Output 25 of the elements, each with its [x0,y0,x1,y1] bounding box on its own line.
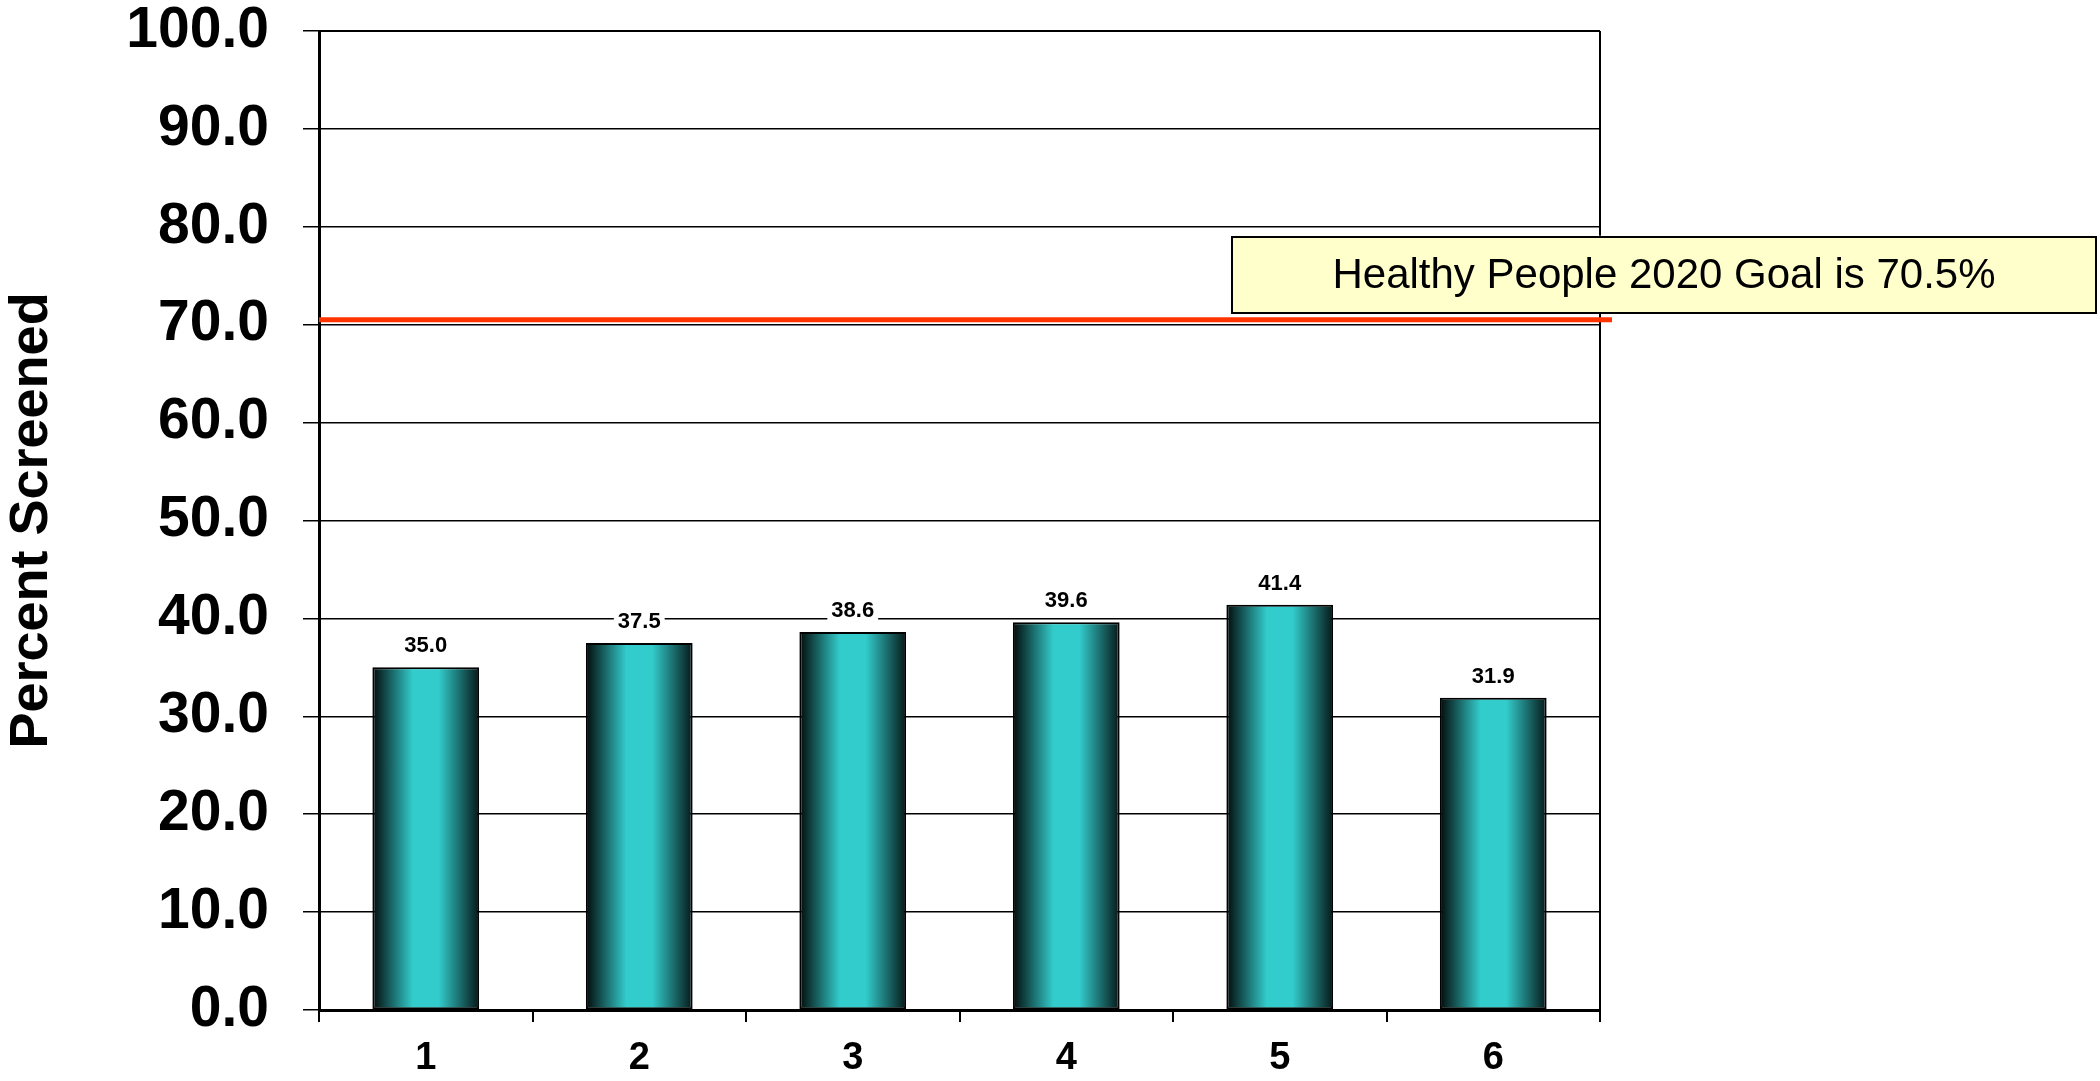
y-tick-label: 40.0 [158,582,269,647]
y-axis-title: Percent Screened [0,292,59,749]
x-tick-label: 5 [1269,1035,1291,1078]
x-tick-label: 4 [1055,1035,1077,1078]
x-tick-label: 1 [415,1035,437,1078]
data-label: 35.0 [404,632,448,658]
y-tick-label: 90.0 [158,92,269,157]
y-tick-label: 30.0 [158,680,269,745]
y-tick-label: 10.0 [158,875,269,940]
data-label: 31.9 [1471,662,1515,688]
y-tick-label: 50.0 [158,484,269,549]
x-tick-label: 6 [1482,1035,1504,1078]
data-label: 37.5 [617,607,661,633]
y-tick-label: 70.0 [158,288,269,353]
data-label: 41.4 [1258,569,1302,595]
ref-line-label: Healthy People 2020 Goal is 70.5% [1332,250,1996,298]
x-tick-label: 3 [842,1035,864,1078]
y-tick-label: 80.0 [158,190,269,255]
y-tick-label: 60.0 [158,386,269,451]
y-tick-label: 100.0 [126,0,269,59]
data-label: 39.6 [1044,587,1088,613]
y-tick-label: 0.0 [189,973,269,1038]
x-tick-label: 2 [628,1035,650,1078]
data-label: 38.6 [831,597,875,623]
y-tick-label: 20.0 [158,777,269,842]
